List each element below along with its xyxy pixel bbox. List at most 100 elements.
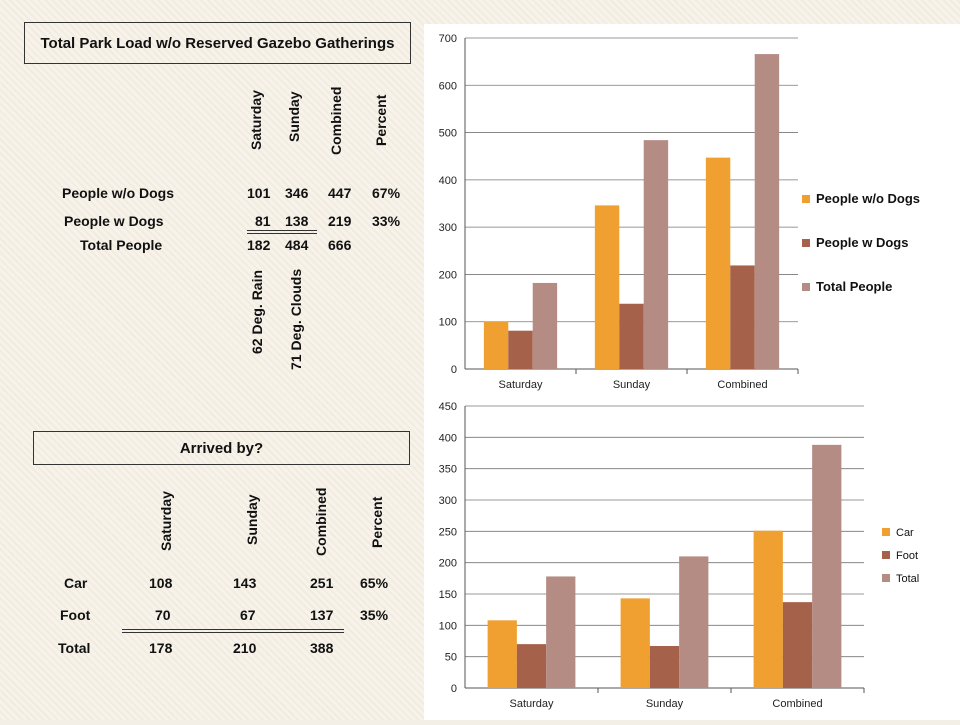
table2-row-label: Car <box>64 575 88 591</box>
table2-cell: 137 <box>310 607 334 623</box>
chart1-bar <box>619 303 644 369</box>
table1-cell: 346 <box>285 185 309 201</box>
table1-header-percent: Percent <box>373 94 389 146</box>
chart2-ytick-label: 250 <box>439 526 457 538</box>
chart2-bar <box>753 530 783 688</box>
chart2-legend-label: Foot <box>896 550 918 562</box>
chart2-ytick-label: 100 <box>439 620 457 632</box>
table1-cell: 101 <box>247 185 271 201</box>
table2-cell: 388 <box>310 640 334 656</box>
table1-cell: 67% <box>372 185 401 201</box>
table1-title: Total Park Load w/o Reserved Gazebo Gath… <box>24 22 411 64</box>
table2-cell: 178 <box>149 640 173 656</box>
table2-row-label: Total <box>58 640 91 656</box>
chart2-bar <box>546 576 576 688</box>
chart1-bar <box>594 205 620 369</box>
chart2-legend-swatch <box>882 528 890 536</box>
table2-cell: 108 <box>149 575 173 591</box>
table2-header-saturday: Saturday <box>158 491 174 551</box>
table1-row-label: Total People <box>80 237 163 253</box>
table2-title: Arrived by? <box>33 431 410 465</box>
chart1-bar <box>730 265 755 369</box>
chart1-category-label: Combined <box>717 379 767 391</box>
table2-header-percent: Percent <box>369 496 385 548</box>
chart2-ytick-label: 450 <box>439 401 457 413</box>
table2-cell: 143 <box>233 575 257 591</box>
table1-header-saturday: Saturday <box>248 90 264 150</box>
table2-underline <box>122 629 344 633</box>
table2-row-label: Foot <box>60 607 91 623</box>
table1-cell: 447 <box>328 185 352 201</box>
chart2-bar <box>679 556 709 688</box>
table1-cell: 666 <box>328 237 352 253</box>
chart2-ytick-label: 400 <box>439 432 457 444</box>
chart1-legend-label: People w Dogs <box>816 235 908 250</box>
table1-underline <box>247 230 317 234</box>
table2-cell: 67 <box>240 607 256 623</box>
table1-cell: 33% <box>372 213 401 229</box>
chart2-panel: 0 50 100 150 200 250 300 350 400 450 Saturday Sunda… <box>424 396 960 720</box>
chart2-legend-swatch <box>882 551 890 559</box>
chart1-bar <box>532 282 558 369</box>
chart2-bar <box>782 602 813 688</box>
chart1-ytick-label: 500 <box>439 128 457 140</box>
chart1-legend-label: Total People <box>816 279 892 294</box>
chart1-bar <box>508 330 533 369</box>
chart2-category-label: Combined <box>772 698 822 710</box>
chart2-category-label: Sunday <box>646 698 684 710</box>
chart1-bar <box>643 140 669 369</box>
chart1-category-label: Sunday <box>613 379 651 391</box>
chart1-category-label: Saturday <box>498 379 543 391</box>
chart2-bar <box>516 644 547 688</box>
table1-cell: 81 <box>255 213 271 229</box>
chart2-category-label: Saturday <box>509 698 554 710</box>
table2-cell: 210 <box>233 640 257 656</box>
chart1-bar <box>754 54 780 369</box>
chart1-ytick-label: 600 <box>439 80 457 92</box>
chart1-panel: 0 100 200 300 400 500 600 700 Saturday Sunday Comb… <box>424 24 960 396</box>
chart1-ytick-label: 700 <box>439 33 457 45</box>
table1-row-label: People w/o Dogs <box>62 185 175 201</box>
chart1-ytick-label: 100 <box>439 317 457 329</box>
table2-header-combined: Combined <box>313 487 329 556</box>
table1-header-combined: Combined <box>328 86 344 155</box>
chart2-legend-label: Car <box>896 527 914 539</box>
chart1-legend-label: People w/o Dogs <box>816 191 920 206</box>
chart2-bar <box>812 444 842 688</box>
table1-cell: 182 <box>247 237 271 253</box>
chart1-ytick-label: 0 <box>451 364 457 376</box>
chart2-ytick-label: 300 <box>439 495 457 507</box>
chart2-ytick-label: 350 <box>439 464 457 476</box>
chart2-ytick-label: 0 <box>451 683 457 695</box>
table2-cell: 70 <box>155 607 171 623</box>
chart1-ytick-label: 400 <box>439 175 457 187</box>
chart1-bar <box>483 321 509 369</box>
chart1-legend-swatch <box>802 239 810 247</box>
table2-cell: 251 <box>310 575 334 591</box>
chart2-legend-swatch <box>882 574 890 582</box>
table2-cell: 65% <box>360 575 389 591</box>
table1-cell: 219 <box>328 213 352 229</box>
table1-header-sunday: Sunday <box>286 91 302 142</box>
chart2-legend-label: Total <box>896 573 919 585</box>
table1-cell: 484 <box>285 237 309 253</box>
chart2-bar <box>649 646 680 688</box>
chart1-legend-swatch <box>802 195 810 203</box>
chart2-ytick-label: 50 <box>445 652 457 664</box>
chart2-svg: 0 50 100 150 200 250 300 350 400 450 Saturday Sunda… <box>439 401 920 710</box>
chart2-bar <box>487 620 517 688</box>
chart1-legend-swatch <box>802 283 810 291</box>
chart2-ytick-label: 150 <box>439 589 457 601</box>
table1-row-label: People w Dogs <box>64 213 164 229</box>
table1-cell: 138 <box>285 213 309 229</box>
chart1-svg: 0 100 200 300 400 500 600 700 Saturday Sunday Comb… <box>439 33 920 391</box>
chart2-bar <box>620 598 650 688</box>
chart1-ytick-label: 300 <box>439 222 457 234</box>
chart1-ytick-label: 200 <box>439 269 457 281</box>
table2-header-sunday: Sunday <box>244 494 260 545</box>
table1-weather-sunday: 71 Deg. Clouds <box>288 268 304 370</box>
table1-weather-saturday: 62 Deg. Rain <box>249 269 265 354</box>
chart1-bar <box>705 157 731 369</box>
chart2-ytick-label: 200 <box>439 558 457 570</box>
table2-cell: 35% <box>360 607 389 623</box>
